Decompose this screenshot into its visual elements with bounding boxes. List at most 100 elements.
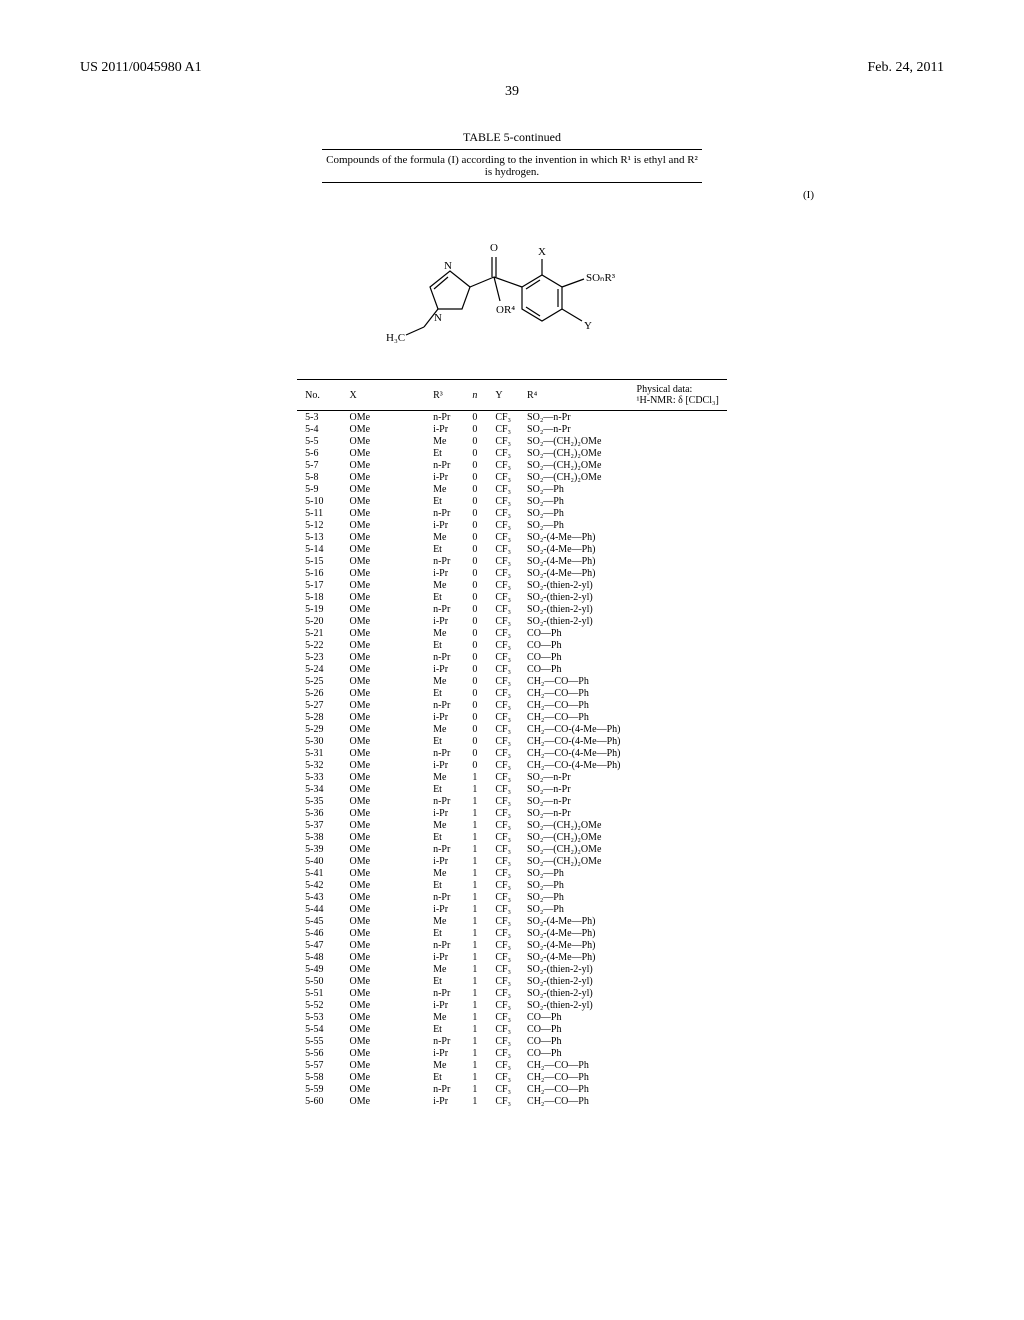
cell-x: OMe (342, 411, 426, 424)
cell-no: 5-58 (297, 1071, 341, 1083)
cell-phys (629, 951, 727, 963)
cell-r3: Me (425, 723, 464, 735)
cell-x: OMe (342, 735, 426, 747)
publication-date: Feb. 24, 2011 (868, 60, 944, 76)
cell-phys (629, 975, 727, 987)
cell-y: CF₃ (487, 1071, 519, 1083)
cell-r3: i-Pr (425, 903, 464, 915)
cell-x: OMe (342, 891, 426, 903)
table-row: 5-17OMeMe0CF₃SO₂-(thien-2-yl) (297, 579, 727, 591)
table-row: 5-25OMeMe0CF₃CH₂—CO—Ph (297, 675, 727, 687)
cell-r3: n-Pr (425, 795, 464, 807)
cell-phys (629, 687, 727, 699)
cell-n: 0 (464, 615, 487, 627)
cell-no: 5-51 (297, 987, 341, 999)
cell-y: CF₃ (487, 891, 519, 903)
cell-phys (629, 783, 727, 795)
cell-r4: CO—Ph (519, 1035, 628, 1047)
cell-n: 1 (464, 903, 487, 915)
cell-x: OMe (342, 999, 426, 1011)
cell-x: OMe (342, 831, 426, 843)
cell-no: 5-42 (297, 879, 341, 891)
cell-n: 1 (464, 795, 487, 807)
cell-r3: i-Pr (425, 615, 464, 627)
cell-n: 0 (464, 555, 487, 567)
cell-r4: CH₂—CO—Ph (519, 687, 628, 699)
cell-r4: SO₂-(thien-2-yl) (519, 591, 628, 603)
cell-no: 5-38 (297, 831, 341, 843)
cell-n: 1 (464, 939, 487, 951)
cell-no: 5-32 (297, 759, 341, 771)
table-row: 5-8OMei-Pr0CF₃SO₂—(CH₂)₂OMe (297, 471, 727, 483)
cell-phys (629, 927, 727, 939)
table-row: 5-38OMeEt1CF₃SO₂—(CH₂)₂OMe (297, 831, 727, 843)
cell-y: CF₃ (487, 939, 519, 951)
cell-x: OMe (342, 579, 426, 591)
cell-x: OMe (342, 1047, 426, 1059)
cell-no: 5-48 (297, 951, 341, 963)
cell-phys (629, 879, 727, 891)
cell-y: CF₃ (487, 747, 519, 759)
cell-r3: Et (425, 927, 464, 939)
cell-no: 5-55 (297, 1035, 341, 1047)
cell-r4: SO₂—(CH₂)₂OMe (519, 843, 628, 855)
cell-r4: SO₂—n-Pr (519, 771, 628, 783)
cell-x: OMe (342, 555, 426, 567)
cell-phys (629, 867, 727, 879)
cell-y: CF₃ (487, 927, 519, 939)
cell-y: CF₃ (487, 1035, 519, 1047)
cell-r4: SO₂—Ph (519, 495, 628, 507)
cell-r4: SO₂—n-Pr (519, 423, 628, 435)
cell-y: CF₃ (487, 951, 519, 963)
cell-phys (629, 1035, 727, 1047)
cell-r3: Me (425, 819, 464, 831)
cell-r3: Me (425, 675, 464, 687)
cell-r3: Me (425, 627, 464, 639)
page-number: 39 (80, 84, 944, 100)
cell-x: OMe (342, 819, 426, 831)
cell-r4: SO₂—(CH₂)₂OMe (519, 831, 628, 843)
formula-label: (I) (80, 189, 944, 201)
col-phys: Physical data: ¹H-NMR: δ [CDCl₃] (629, 380, 727, 411)
cell-no: 5-44 (297, 903, 341, 915)
page-header: US 2011/0045980 A1 Feb. 24, 2011 (80, 60, 944, 76)
cell-y: CF₃ (487, 495, 519, 507)
cell-phys (629, 915, 727, 927)
cell-r3: Me (425, 579, 464, 591)
cell-no: 5-29 (297, 723, 341, 735)
cell-phys (629, 1047, 727, 1059)
cell-r3: Et (425, 735, 464, 747)
cell-no: 5-57 (297, 1059, 341, 1071)
cell-r4: CH₂—CO—Ph (519, 675, 628, 687)
cell-no: 5-12 (297, 519, 341, 531)
table-row: 5-18OMeEt0CF₃SO₂-(thien-2-yl) (297, 591, 727, 603)
cell-y: CF₃ (487, 687, 519, 699)
cell-x: OMe (342, 747, 426, 759)
cell-no: 5-30 (297, 735, 341, 747)
cell-phys (629, 999, 727, 1011)
cell-r3: i-Pr (425, 471, 464, 483)
cell-r3: n-Pr (425, 507, 464, 519)
cell-y: CF₃ (487, 819, 519, 831)
cell-n: 0 (464, 687, 487, 699)
cell-r4: SO₂—Ph (519, 891, 628, 903)
table-row: 5-45OMeMe1CF₃SO₂-(4-Me—Ph) (297, 915, 727, 927)
cell-n: 0 (464, 699, 487, 711)
cell-x: OMe (342, 471, 426, 483)
col-phys-text: Physical data: ¹H-NMR: δ [CDCl₃] (637, 384, 719, 406)
cell-n: 1 (464, 927, 487, 939)
cell-phys (629, 411, 727, 424)
cell-r4: CO—Ph (519, 1047, 628, 1059)
cell-no: 5-26 (297, 687, 341, 699)
cell-no: 5-4 (297, 423, 341, 435)
cell-x: OMe (342, 675, 426, 687)
cell-no: 5-56 (297, 1047, 341, 1059)
cell-y: CF₃ (487, 615, 519, 627)
cell-r3: n-Pr (425, 1083, 464, 1095)
cell-y: CF₃ (487, 1083, 519, 1095)
label-X: X (538, 246, 546, 258)
cell-n: 0 (464, 723, 487, 735)
cell-n: 0 (464, 663, 487, 675)
cell-r3: Et (425, 975, 464, 987)
cell-r3: n-Pr (425, 699, 464, 711)
